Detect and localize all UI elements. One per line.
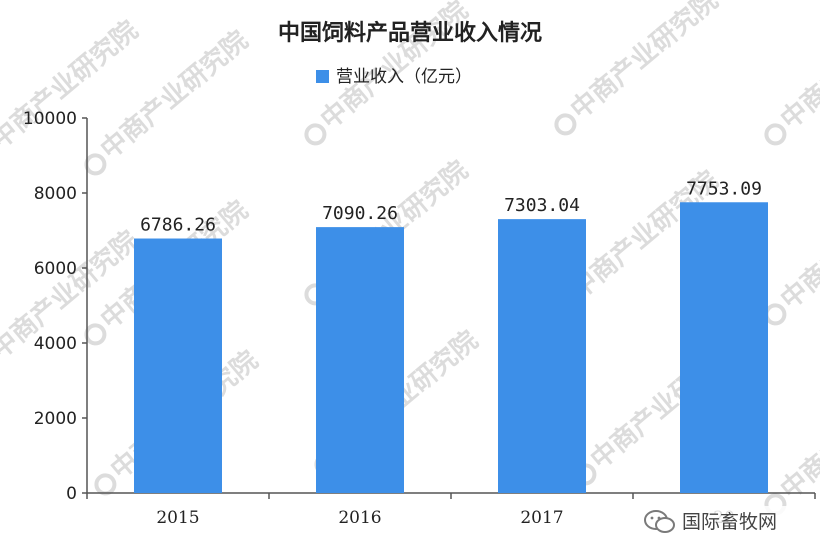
bar-2016 [316, 227, 404, 494]
data-label: 7303.04 [504, 195, 580, 216]
y-tick-label: 8000 [34, 184, 77, 204]
chart-title: 中国饲料产品营业收入情况 [278, 20, 542, 46]
x-tick-label: 2016 [338, 508, 381, 528]
wechat-icon [644, 510, 675, 533]
bar-2015 [134, 238, 222, 493]
data-label: 6786.26 [140, 215, 216, 236]
watermark-item: 中商产业研究院 [554, 0, 724, 136]
data-label: 7090.26 [322, 203, 398, 224]
svg-text:中商产业研究院: 中商产业研究院 [775, 0, 820, 135]
y-tick-label: 0 [66, 484, 77, 504]
y-tick-label: 10000 [23, 109, 77, 129]
source-badge: 国际畜牧网 [636, 506, 820, 534]
bar-2018 [680, 202, 768, 493]
svg-text:中商产业研究院: 中商产业研究院 [565, 0, 724, 125]
data-label: 7753.09 [686, 178, 762, 199]
data-labels: 6786.26 7090.26 7303.04 7753.09 [140, 178, 762, 235]
watermark-item: 中商产业研究院 [764, 0, 820, 146]
legend: 营业收入（亿元） [316, 67, 472, 87]
y-tick-label: 6000 [34, 259, 77, 279]
bar-2017 [498, 219, 586, 494]
svg-text:中商产业研究院: 中商产业研究院 [775, 365, 820, 506]
x-tick-label: 2015 [156, 508, 199, 528]
y-tick-label: 2000 [34, 409, 77, 429]
source-badge-text: 国际畜牧网 [682, 511, 777, 533]
svg-text:中商产业研究院: 中商产业研究院 [775, 175, 820, 316]
bars [134, 202, 768, 494]
y-tick-label: 4000 [34, 334, 77, 354]
legend-label: 营业收入（亿元） [336, 67, 472, 87]
legend-swatch [316, 70, 329, 83]
x-tick-label: 2017 [520, 508, 563, 528]
